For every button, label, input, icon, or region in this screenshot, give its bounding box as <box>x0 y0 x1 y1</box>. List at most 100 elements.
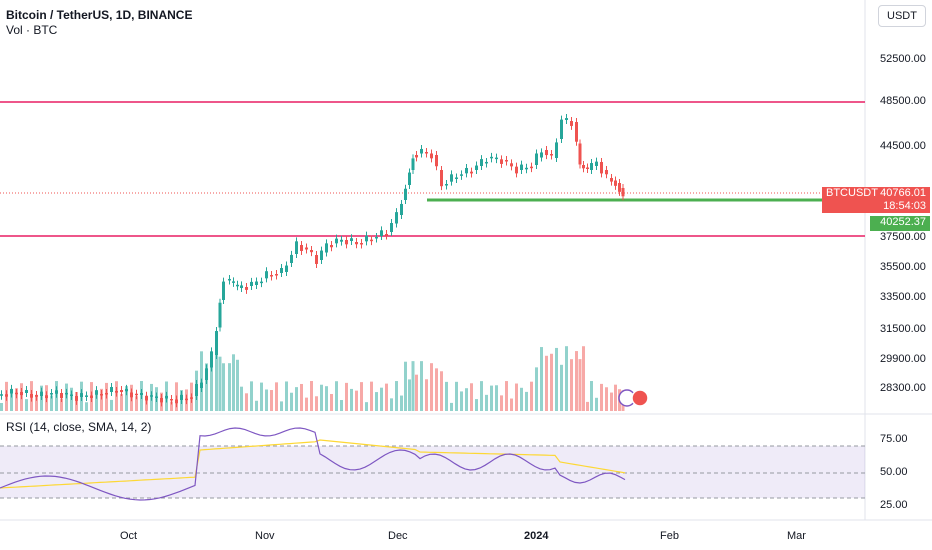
volume-bar <box>315 396 318 411</box>
symbol-label: BTCUSDT <box>826 187 878 199</box>
candle-body <box>430 153 433 159</box>
time-axis-label: Feb <box>660 530 679 542</box>
time-axis-label: Oct <box>120 530 138 542</box>
candle-body <box>218 302 222 328</box>
candle-body <box>240 285 243 288</box>
candle-body <box>85 395 88 397</box>
volume-bar <box>485 394 488 411</box>
price-axis-label: 33500.00 <box>880 291 926 303</box>
candle-body <box>404 188 407 200</box>
symbol-title[interactable]: Bitcoin / TetherUS, 1D, BINANCE <box>6 8 193 22</box>
volume-bar <box>295 387 298 411</box>
rsi-line <box>0 427 626 501</box>
candle-body <box>295 241 298 254</box>
candle-body <box>578 143 582 165</box>
volume-bar <box>210 356 213 411</box>
candle-body <box>390 223 393 232</box>
volume-bar <box>115 381 118 411</box>
volume-bar <box>404 361 407 411</box>
volume-bar <box>30 381 33 411</box>
volume-bar <box>520 387 523 411</box>
time-axis-label: Mar <box>787 530 806 542</box>
candle-body <box>340 239 343 242</box>
volume-bar <box>35 394 38 411</box>
candle-body <box>460 174 463 176</box>
volume-bar <box>280 401 283 411</box>
rsi-legend[interactable]: RSI (14, close, SMA, 14, 2) <box>6 420 152 434</box>
candle-body <box>228 278 231 281</box>
candle-body <box>395 212 398 224</box>
candle-body <box>425 152 428 154</box>
candle-body <box>260 281 263 284</box>
candle-body <box>520 164 523 170</box>
candle-body <box>290 254 293 263</box>
symbol-price-tag: BTCUSDT 40766.01 18:54:03 <box>822 187 930 213</box>
candle-body <box>60 393 63 398</box>
volume-bar <box>500 395 503 411</box>
volume-bar <box>305 397 308 411</box>
volume-bar <box>415 374 418 411</box>
volume-bar <box>330 393 333 411</box>
volume-bar <box>310 381 313 411</box>
candle-body <box>525 167 528 170</box>
volume-bar <box>530 381 533 411</box>
volume-bar <box>515 383 518 411</box>
currency-button[interactable]: USDT <box>878 5 926 27</box>
volume-bar <box>155 387 158 411</box>
volume-bar <box>100 388 103 411</box>
volume-bar <box>590 381 593 411</box>
candle-body <box>455 177 458 179</box>
volume-bar <box>125 386 128 411</box>
candle-body <box>360 243 363 245</box>
candle-body <box>222 281 225 300</box>
volume-bar <box>265 389 268 411</box>
rsi-ma-line <box>0 439 626 489</box>
volume-legend[interactable]: Vol · BTC <box>6 23 58 37</box>
volume-bar <box>290 392 293 411</box>
volume-bar <box>614 384 617 411</box>
price-axis-label: 29900.00 <box>880 353 926 365</box>
candle-body <box>265 271 268 279</box>
volume-bar <box>240 386 243 411</box>
countdown: 18:54:03 <box>883 200 926 212</box>
volume-bar <box>245 393 248 411</box>
candle-body <box>310 250 313 253</box>
candle-body <box>305 247 308 250</box>
flag-icon <box>631 389 649 407</box>
volume-bar <box>222 363 225 411</box>
candle-body <box>415 155 418 158</box>
candle-body <box>245 287 248 290</box>
price-axis-label: 31500.00 <box>880 323 926 335</box>
volume-bar <box>185 389 188 411</box>
volume-bar <box>480 381 483 411</box>
volume-bar <box>120 394 123 411</box>
candle-body <box>370 239 373 242</box>
volume-bar <box>445 381 448 411</box>
volume-bar <box>395 381 398 411</box>
volume-bar <box>595 397 598 411</box>
candle-body <box>25 390 28 393</box>
volume-bar <box>75 391 78 411</box>
price-axis-label: 48500.00 <box>880 95 926 107</box>
volume-bar <box>365 402 368 411</box>
volume-bar <box>50 395 53 411</box>
volume-bar <box>135 396 138 411</box>
volume-bar <box>195 370 198 411</box>
volume-bar <box>20 383 23 411</box>
candle-body <box>285 265 288 272</box>
volume-bar <box>105 382 108 411</box>
volume-bar <box>45 385 48 411</box>
candle-body <box>335 238 338 244</box>
candle-body <box>120 390 123 393</box>
volume-bar <box>350 388 353 411</box>
candle-body <box>505 160 508 162</box>
volume-bar <box>565 346 568 411</box>
volume-bar <box>430 363 433 411</box>
volume-bar <box>370 381 373 411</box>
volume-bar <box>360 382 363 411</box>
volume-bar <box>435 368 438 411</box>
volume-bar <box>255 400 258 411</box>
candle-body <box>590 163 593 170</box>
